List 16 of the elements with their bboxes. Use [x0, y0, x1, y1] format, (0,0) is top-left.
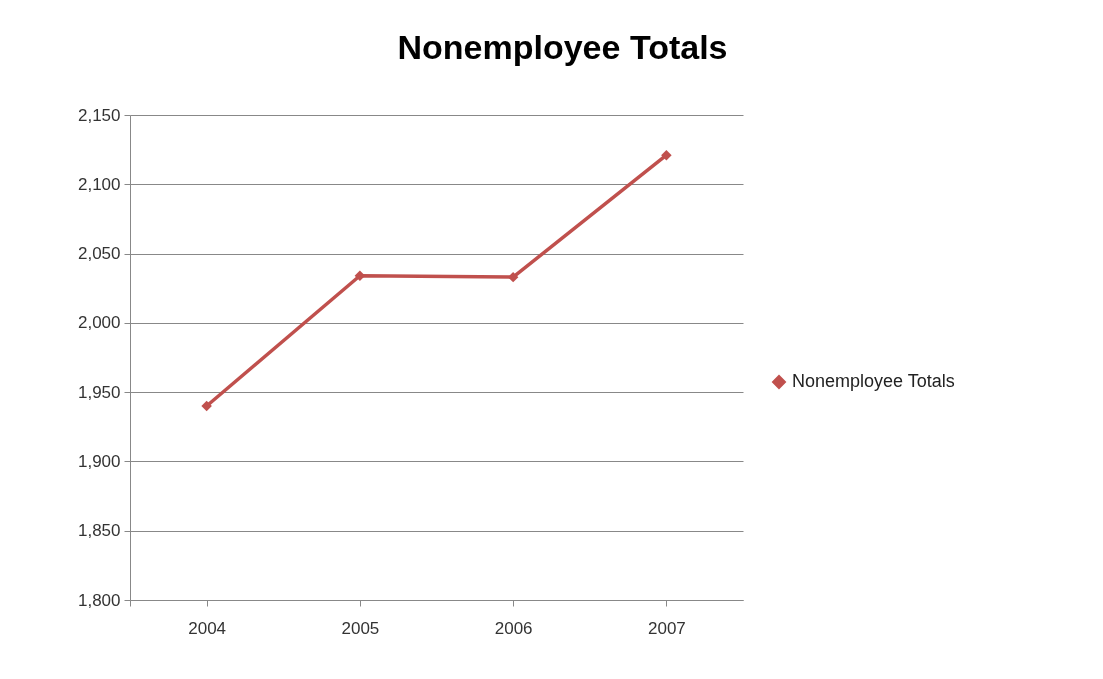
y-tick-label: 2,050: [77, 244, 121, 264]
y-tick-label: 2,150: [77, 105, 121, 125]
y-tick-label: 2,000: [77, 313, 121, 333]
y-tick-label: 1,850: [77, 521, 121, 541]
x-tick-label: 2006: [494, 618, 533, 638]
x-tick-label: 2005: [341, 618, 380, 638]
y-tick-label: 1,950: [77, 382, 121, 402]
y-tick-label: 2,100: [77, 174, 121, 194]
y-tick-label: 1,900: [77, 451, 121, 471]
point: [661, 149, 672, 161]
legend-label: Nonemployee Totals: [792, 371, 955, 391]
y-tick-label: 1,800: [77, 590, 121, 610]
x-tick-label: 2004: [188, 618, 227, 638]
chart-title: Nonemployee Totals: [397, 28, 728, 66]
point: [201, 400, 212, 412]
x-tick-label: 2007: [647, 618, 686, 638]
